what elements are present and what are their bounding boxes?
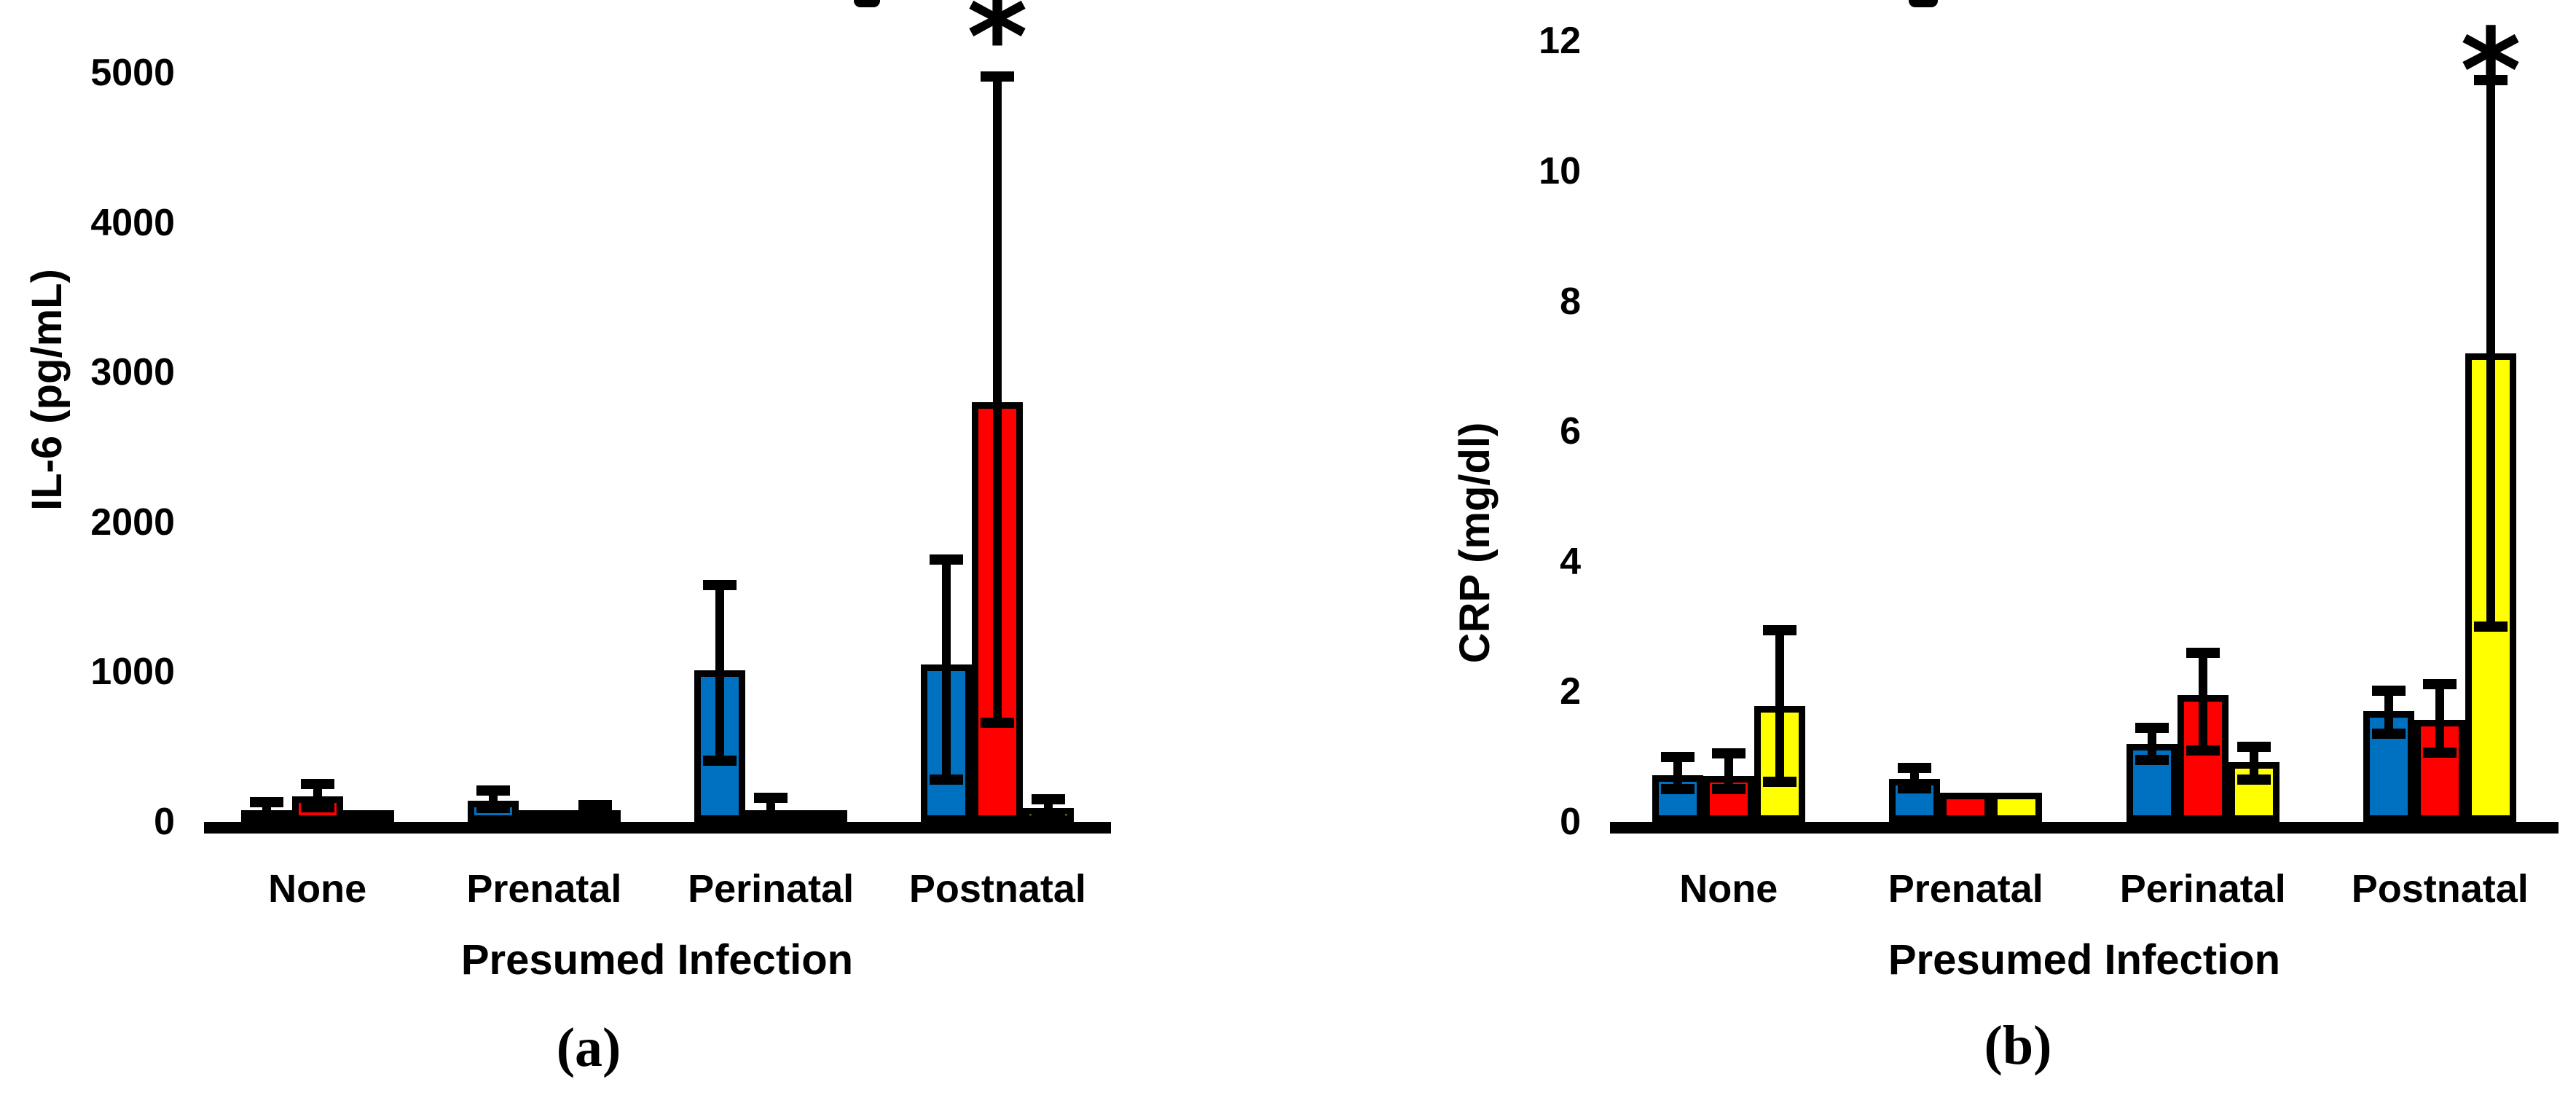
y-tick-label: 2 (1560, 670, 1581, 713)
y-tick-label: 8 (1560, 280, 1581, 323)
error-cap-bottom (1032, 810, 1066, 821)
error-bar-yellow-postnatal (2486, 79, 2496, 627)
category-label: None (1679, 867, 1778, 911)
error-cap-bottom (1898, 783, 1932, 793)
error-bar-red-perinatal (766, 798, 776, 819)
error-cap-bottom (703, 755, 737, 766)
panel-label-a: (a) (556, 1017, 621, 1078)
error-cap-bottom (1762, 776, 1796, 787)
significance-asterisk-a: * (967, 0, 1028, 106)
y-tick-label: 4 (1560, 540, 1581, 583)
x-axis-line-a (204, 822, 1111, 834)
y-tick-label: 6 (1560, 410, 1581, 453)
y-tick-label: 0 (1560, 801, 1581, 843)
y-tick-label: 4000 (90, 201, 175, 244)
y-tick-label: 12 (1539, 20, 1581, 63)
error-cap-bottom (300, 802, 334, 813)
bar-red-prenatal (518, 810, 570, 823)
error-cap-top (2474, 74, 2508, 85)
cropped-title-fragment-a (854, 0, 880, 7)
y-tick-label: 2000 (90, 501, 175, 544)
error-cap-top (2372, 685, 2406, 696)
error-cap-bottom (754, 813, 788, 824)
error-cap-top (754, 793, 788, 804)
category-label: Perinatal (2119, 867, 2286, 911)
error-cap-top (2186, 647, 2220, 658)
y-tick-label: 0 (154, 801, 175, 843)
error-cap-top (2135, 722, 2169, 733)
bar-yellow-perinatal (796, 810, 848, 823)
category-label: None (268, 867, 367, 911)
error-cap-bottom (930, 775, 964, 785)
error-cap-top (249, 797, 283, 808)
error-bar-red-postnatal (993, 77, 1002, 723)
error-bar-red-none (313, 783, 322, 808)
error-cap-top (1898, 762, 1932, 773)
error-cap-top (476, 785, 510, 796)
error-cap-top (930, 554, 964, 565)
error-cap-bottom (2423, 748, 2457, 758)
error-cap-bottom (476, 803, 510, 814)
error-cap-top (1660, 751, 1695, 762)
error-cap-bottom (981, 718, 1015, 729)
error-cap-bottom (1711, 784, 1746, 795)
error-cap-bottom (249, 813, 283, 824)
category-label: Postnatal (2351, 867, 2529, 911)
error-cap-top (2423, 678, 2457, 689)
error-cap-top (703, 580, 737, 591)
error-cap-bottom (2186, 745, 2220, 756)
error-cap-bottom (2237, 774, 2271, 785)
error-cap-bottom (2474, 621, 2508, 632)
error-bar-blue-postnatal (942, 560, 951, 780)
y-tick-label: 1000 (90, 651, 175, 694)
error-cap-bottom (1660, 784, 1695, 795)
category-label: Prenatal (466, 867, 622, 911)
x-axis-title-b: Presumed Infection (1888, 936, 2281, 984)
error-cap-top (1762, 624, 1796, 635)
error-cap-top (1711, 748, 1746, 759)
y-tick-label: 10 (1539, 150, 1581, 192)
error-cap-bottom (2372, 729, 2406, 740)
category-label: Perinatal (688, 867, 855, 911)
error-cap-top (1032, 794, 1066, 805)
error-bar-red-none (1724, 753, 1733, 790)
error-bar-red-postnatal (2435, 683, 2445, 753)
error-cap-top (2237, 742, 2271, 753)
error-cap-bottom (2135, 755, 2169, 766)
error-bar-blue-postnatal (2384, 690, 2394, 734)
x-axis-title-a: Presumed Infection (460, 936, 854, 984)
error-bar-yellow-none (1775, 630, 1784, 782)
significance-asterisk-b: * (2460, 3, 2521, 139)
y-tick-label: 3000 (90, 351, 175, 394)
error-bar-blue-perinatal (2147, 727, 2156, 761)
error-bar-blue-perinatal (715, 585, 725, 761)
error-cap-top (578, 800, 612, 811)
category-label: Prenatal (1888, 867, 2043, 911)
error-cap-top (981, 71, 1015, 82)
bar-red-prenatal (1940, 792, 1992, 822)
error-bar-yellow-perinatal (2249, 747, 2258, 780)
bar-yellow-prenatal (1991, 792, 2043, 822)
cropped-title-fragment-b (1909, 0, 1938, 7)
bar-yellow-none (342, 810, 394, 823)
x-axis-line-b (1610, 822, 2559, 834)
error-cap-top (300, 778, 334, 789)
panel-label-b: (b) (1984, 1015, 2052, 1076)
error-bar-red-perinatal (2198, 652, 2207, 750)
category-label: Postnatal (908, 867, 1086, 911)
error-bar-blue-none (1673, 756, 1682, 790)
y-tick-label: 5000 (90, 52, 175, 94)
